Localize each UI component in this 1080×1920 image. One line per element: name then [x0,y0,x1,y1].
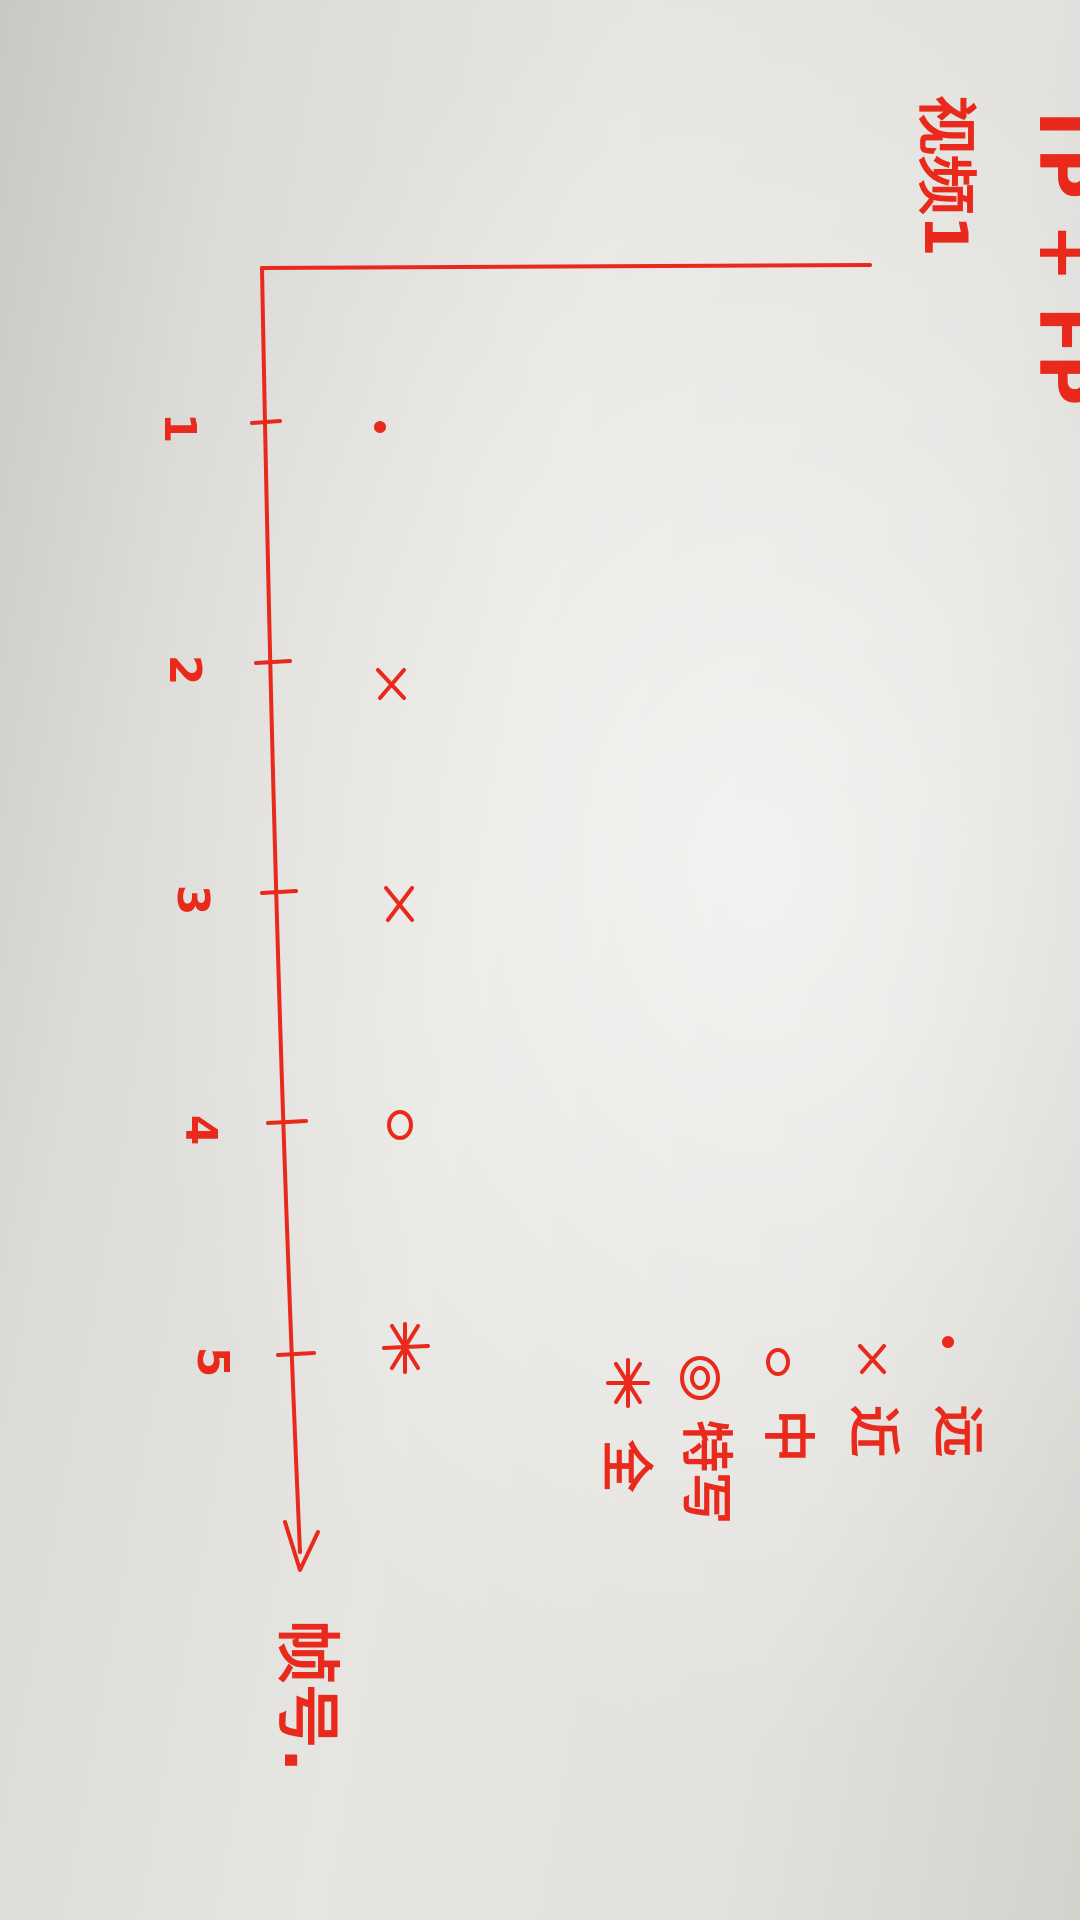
tick-mark-2 [254,659,292,665]
tick-label-4: 4 [175,1115,226,1146]
legend-marker-circle [766,1348,790,1376]
tick-mark-5 [276,1351,316,1357]
tick-mark-1 [250,419,282,425]
tick-mark-3 [260,889,298,895]
x-axis-label: 帧号. [269,1620,343,1772]
legend-marker-asterisk [606,1358,650,1408]
y-axis-label: 视频1 [910,95,980,257]
tick-mark-4 [266,1119,308,1125]
x-axis-arrowhead [283,1520,320,1572]
data-point-5-asterisk [382,1322,430,1374]
x-axis-line [260,266,302,1554]
legend-marker-dot [942,1336,954,1348]
tick-label-5: 5 [187,1347,238,1378]
legend-marker-double-circle-outer [680,1356,720,1400]
legend-label-full: 全 [595,1439,655,1493]
data-points [374,421,430,1374]
legend-marker-x [858,1344,886,1374]
data-point-3-x [384,886,414,922]
legend-label-closeup: 特写 [675,1420,735,1524]
legend-marker-double-circle-inner [690,1366,710,1390]
tick-label-2: 2 [159,655,210,686]
legend-label-medium: 中 [757,1410,817,1462]
legend-label-far: 远 [927,1405,987,1457]
tick-label-3: 3 [167,885,218,916]
tick-label-1: 1 [154,413,205,444]
data-point-1-dot [374,421,386,433]
data-point-2-x [376,668,406,700]
y-axis-line [260,263,872,270]
data-point-4-circle [387,1110,413,1140]
legend-label-near: 近 [842,1405,902,1457]
chart-title: TP + FP [1023,100,1080,406]
x-ticks [250,419,316,1357]
legend: 远 近 中 特写 全 [595,1336,987,1524]
